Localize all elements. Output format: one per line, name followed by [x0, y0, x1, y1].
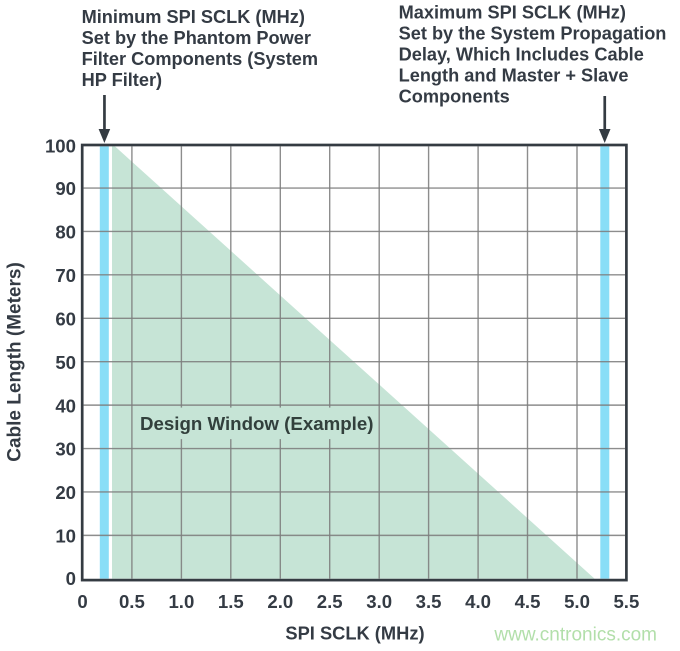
svg-text:Design Window (Example): Design Window (Example): [140, 413, 373, 434]
svg-text:80: 80: [55, 222, 76, 243]
svg-text:90: 90: [55, 178, 76, 199]
svg-text:Filter Components (System: Filter Components (System: [82, 49, 318, 69]
svg-text:70: 70: [55, 265, 76, 286]
svg-text:100: 100: [45, 136, 76, 157]
svg-text:1.5: 1.5: [218, 591, 244, 612]
svg-text:Components: Components: [399, 87, 510, 107]
svg-text:50: 50: [55, 352, 76, 373]
svg-text:4.0: 4.0: [465, 591, 491, 612]
svg-text:40: 40: [55, 395, 76, 416]
svg-text:Cable Length (Meters): Cable Length (Meters): [4, 262, 25, 462]
svg-text:5.5: 5.5: [613, 591, 639, 612]
svg-text:3.5: 3.5: [416, 591, 442, 612]
svg-text:Delay, Which Includes Cable: Delay, Which Includes Cable: [399, 45, 644, 65]
svg-text:0: 0: [77, 591, 87, 612]
svg-text:5.0: 5.0: [564, 591, 590, 612]
svg-text:2.5: 2.5: [317, 591, 343, 612]
svg-text:20: 20: [55, 482, 76, 503]
svg-text:1.0: 1.0: [168, 591, 194, 612]
svg-text:SPI SCLK (MHz): SPI SCLK (MHz): [285, 623, 424, 644]
svg-text:4.5: 4.5: [515, 591, 541, 612]
svg-text:Set by the Phantom Power: Set by the Phantom Power: [82, 28, 311, 48]
svg-text:Length and Master + Slave: Length and Master + Slave: [399, 66, 629, 86]
svg-text:Minimum SPI SCLK (MHz): Minimum SPI SCLK (MHz): [82, 7, 305, 27]
svg-text:2.0: 2.0: [267, 591, 293, 612]
svg-text:Set by the System Propagation: Set by the System Propagation: [399, 24, 667, 44]
svg-text:3.0: 3.0: [366, 591, 392, 612]
svg-text:60: 60: [55, 308, 76, 329]
svg-text:30: 30: [55, 439, 76, 460]
svg-text:Maximum SPI SCLK (MHz): Maximum SPI SCLK (MHz): [399, 3, 626, 23]
svg-text:10: 10: [55, 526, 76, 547]
svg-text:www.cntronics.com: www.cntronics.com: [493, 625, 657, 646]
svg-text:HP Filter): HP Filter): [82, 70, 163, 90]
svg-text:0.5: 0.5: [119, 591, 145, 612]
svg-text:0: 0: [66, 568, 76, 589]
